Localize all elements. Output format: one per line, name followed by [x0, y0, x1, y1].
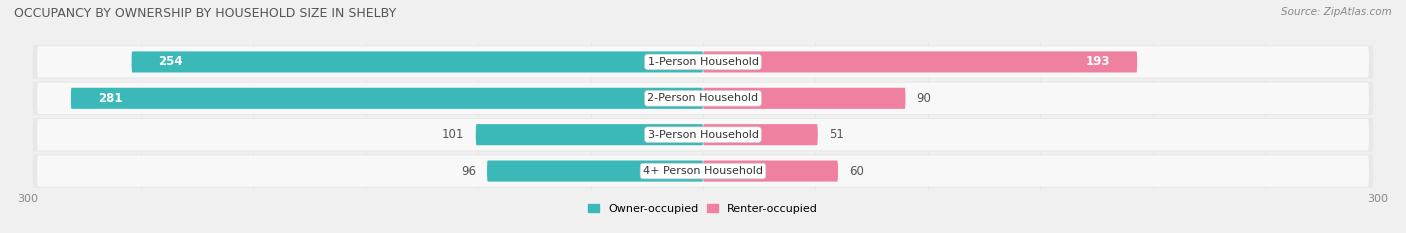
- Text: 60: 60: [849, 164, 865, 178]
- FancyBboxPatch shape: [32, 118, 1374, 151]
- FancyBboxPatch shape: [703, 88, 905, 109]
- FancyBboxPatch shape: [37, 46, 1369, 78]
- Text: Source: ZipAtlas.com: Source: ZipAtlas.com: [1281, 7, 1392, 17]
- Text: 3-Person Household: 3-Person Household: [648, 130, 758, 140]
- FancyBboxPatch shape: [37, 119, 1369, 150]
- FancyBboxPatch shape: [37, 155, 1369, 187]
- FancyBboxPatch shape: [70, 88, 703, 109]
- Text: 281: 281: [98, 92, 122, 105]
- Text: 90: 90: [917, 92, 932, 105]
- FancyBboxPatch shape: [703, 161, 838, 182]
- FancyBboxPatch shape: [486, 161, 703, 182]
- Text: OCCUPANCY BY OWNERSHIP BY HOUSEHOLD SIZE IN SHELBY: OCCUPANCY BY OWNERSHIP BY HOUSEHOLD SIZE…: [14, 7, 396, 20]
- Text: 1-Person Household: 1-Person Household: [648, 57, 758, 67]
- Text: 193: 193: [1085, 55, 1111, 69]
- FancyBboxPatch shape: [703, 51, 1137, 72]
- FancyBboxPatch shape: [475, 124, 703, 145]
- Text: 2-Person Household: 2-Person Household: [647, 93, 759, 103]
- Text: 4+ Person Household: 4+ Person Household: [643, 166, 763, 176]
- FancyBboxPatch shape: [132, 51, 703, 72]
- Text: 101: 101: [441, 128, 464, 141]
- Text: 96: 96: [461, 164, 475, 178]
- Text: 254: 254: [159, 55, 183, 69]
- FancyBboxPatch shape: [32, 82, 1374, 115]
- Text: 51: 51: [830, 128, 844, 141]
- FancyBboxPatch shape: [32, 45, 1374, 79]
- Legend: Owner-occupied, Renter-occupied: Owner-occupied, Renter-occupied: [583, 199, 823, 218]
- FancyBboxPatch shape: [703, 124, 818, 145]
- FancyBboxPatch shape: [37, 83, 1369, 114]
- FancyBboxPatch shape: [32, 154, 1374, 188]
